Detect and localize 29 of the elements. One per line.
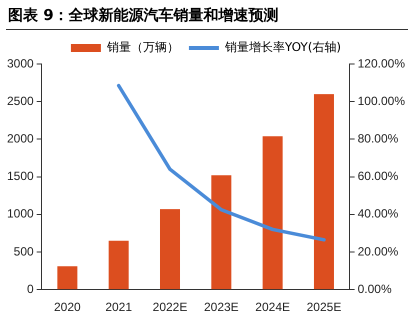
y-tick-label: 500 — [14, 244, 34, 258]
bar — [314, 94, 334, 290]
y-tick-label: 2000 — [6, 132, 34, 146]
x-tick-label: 2020 — [54, 300, 82, 314]
y2-tick-label: 80.00% — [358, 132, 399, 146]
y2-tick-label: 100.00% — [358, 94, 406, 108]
y-tick-label: 0 — [27, 282, 34, 296]
bar — [262, 136, 283, 290]
bar — [160, 209, 180, 290]
y-tick-label: 1000 — [6, 206, 34, 221]
x-tick-label: 2021 — [105, 300, 132, 314]
chart-title: 图表 9：全球新能源汽车销量和增速预测 — [6, 4, 408, 30]
legend-label: 销量增长率YOY(右轴) — [224, 40, 342, 54]
x-tick-label: 2022E — [152, 300, 188, 314]
x-tick-label: 2025E — [306, 300, 342, 314]
y-tick-label: 3000 — [6, 56, 34, 70]
y2-tick-label: 60.00% — [358, 169, 399, 184]
bar — [108, 240, 129, 290]
x-tick-label: 2023E — [204, 300, 239, 314]
y2-tick-label: 120.00% — [358, 56, 406, 70]
y2-tick-label: 20.00% — [358, 244, 399, 258]
legend-label: 销量（万辆） — [106, 40, 179, 54]
y2-tick-label: 40.00% — [358, 206, 399, 221]
bar — [57, 266, 78, 290]
y-tick-label: 2500 — [6, 94, 34, 108]
x-tick-label: 2024E — [255, 300, 290, 314]
y2-tick-label: 0.00% — [358, 282, 392, 296]
y-tick-label: 1500 — [6, 169, 34, 184]
bar — [211, 175, 232, 290]
